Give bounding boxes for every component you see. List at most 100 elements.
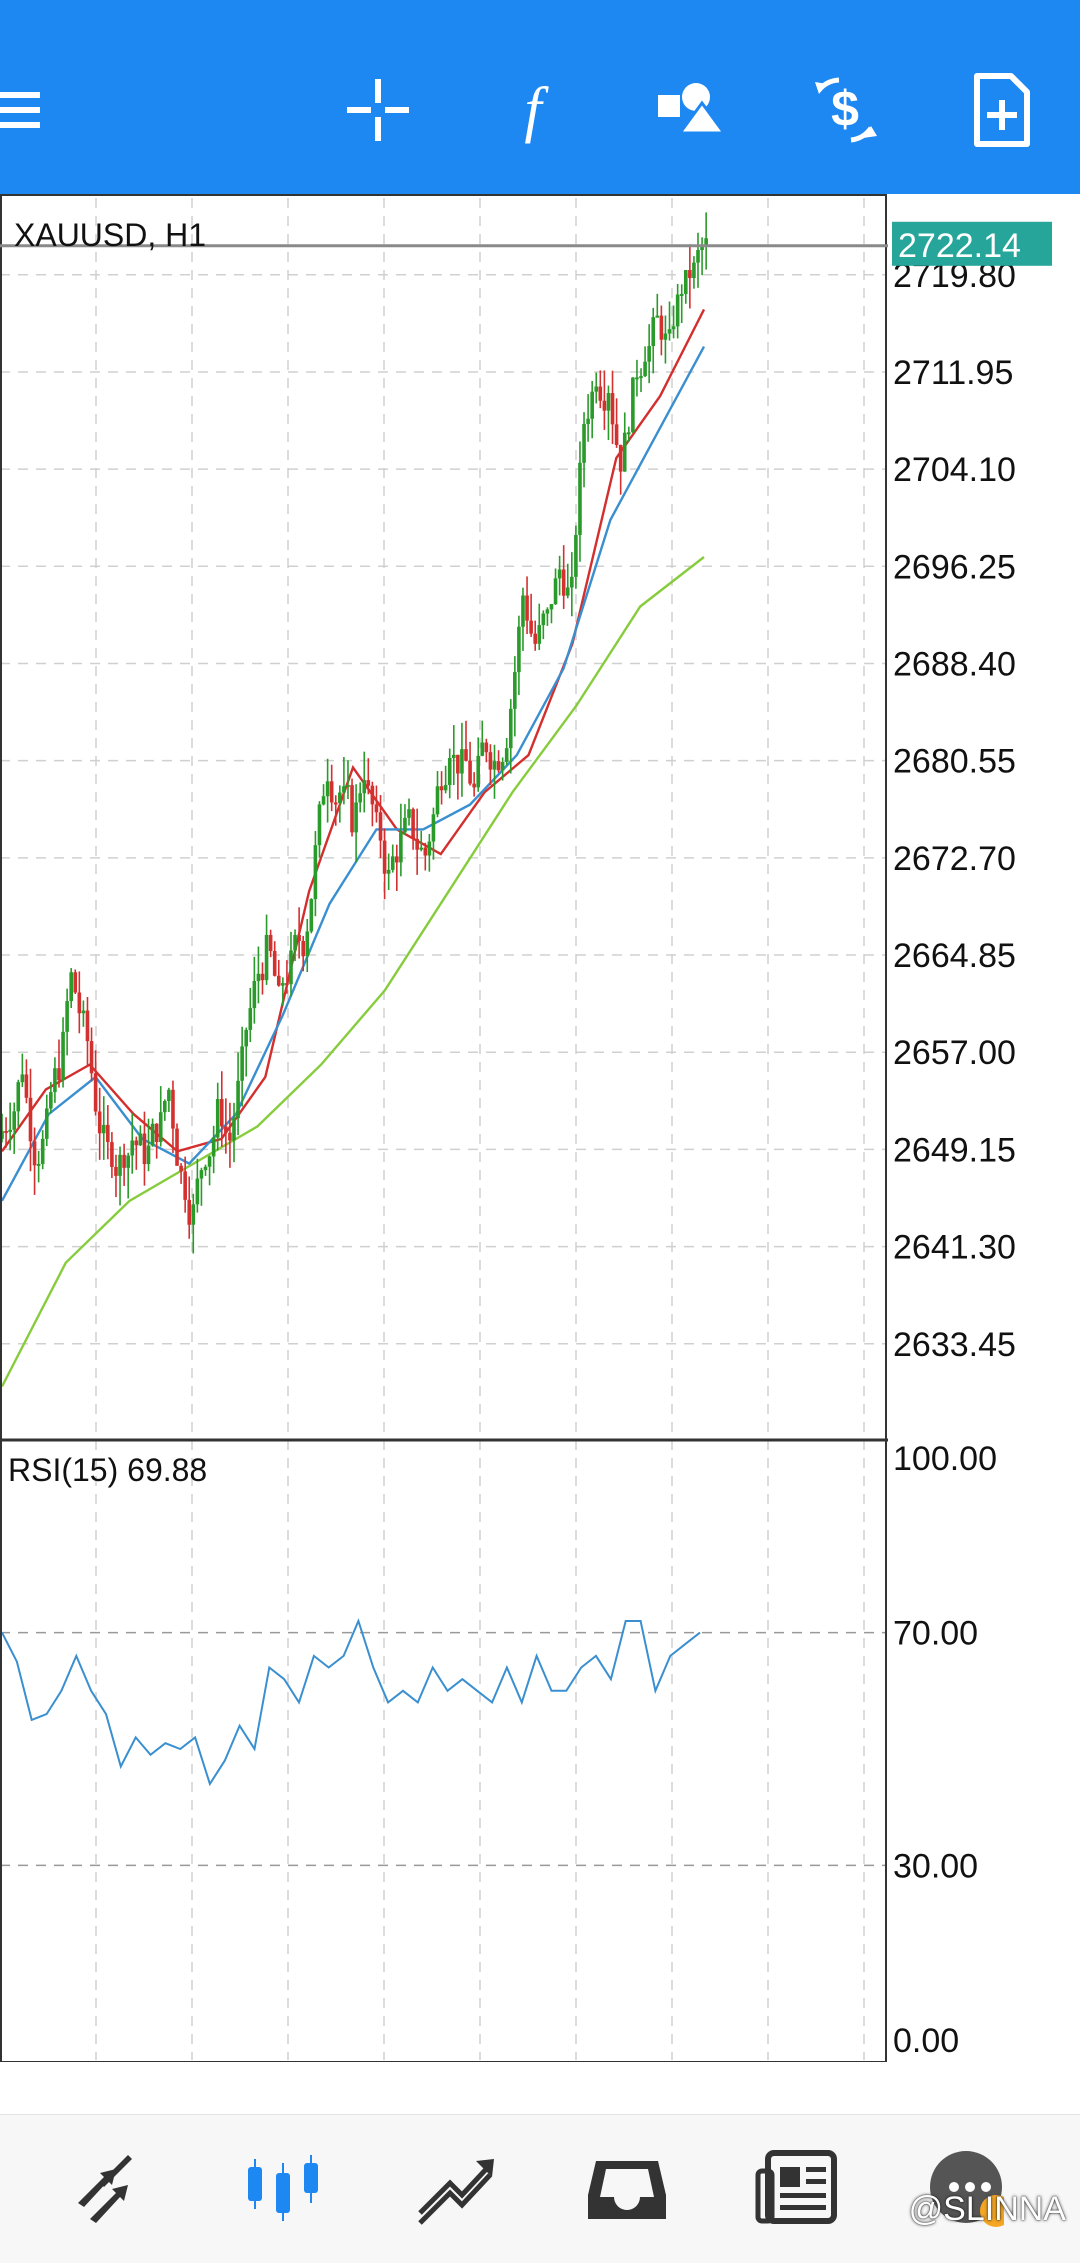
candle-body bbox=[309, 899, 314, 932]
candle-body bbox=[683, 270, 688, 294]
candle-body bbox=[606, 393, 611, 411]
candle-body bbox=[464, 749, 468, 761]
price-tick-label: 2633.45 bbox=[893, 1326, 1016, 1364]
candle-body bbox=[614, 424, 619, 446]
candle-body bbox=[163, 1100, 167, 1113]
candle-body bbox=[431, 814, 436, 842]
candle-body bbox=[378, 812, 383, 841]
menu-icon[interactable] bbox=[0, 60, 70, 160]
candle-body bbox=[386, 869, 391, 874]
price-tick-label: 2657.00 bbox=[893, 1034, 1016, 1072]
price-tick-label: 2664.85 bbox=[893, 937, 1016, 975]
candle-body bbox=[655, 315, 660, 318]
candle-body bbox=[582, 424, 586, 463]
candle-body bbox=[146, 1145, 151, 1165]
candle-body bbox=[130, 1140, 135, 1156]
candle-body bbox=[199, 1170, 204, 1179]
price-badge-text: 2722.14 bbox=[898, 227, 1021, 265]
candle-body bbox=[586, 418, 590, 425]
candle-body bbox=[256, 973, 261, 982]
candle-body bbox=[293, 934, 297, 951]
candle-body bbox=[561, 569, 566, 596]
candle-body bbox=[187, 1199, 192, 1225]
candle-body bbox=[122, 1154, 126, 1168]
candle-body bbox=[85, 1010, 90, 1042]
candle-body bbox=[476, 755, 481, 788]
candle-body bbox=[350, 785, 354, 833]
candle-body bbox=[590, 391, 594, 419]
candle-body bbox=[32, 1141, 37, 1166]
candle-body bbox=[134, 1140, 139, 1146]
rsi-panel-frame bbox=[0, 1439, 887, 2062]
candle-body bbox=[427, 841, 432, 856]
candle-body bbox=[635, 377, 639, 380]
news-icon[interactable] bbox=[744, 2137, 854, 2237]
bottom-nav: @SLINNA bbox=[0, 2114, 1080, 2263]
candle-body bbox=[517, 626, 521, 673]
candle-body bbox=[594, 386, 599, 392]
candle-body bbox=[44, 1108, 49, 1139]
candle-body bbox=[97, 1111, 102, 1134]
candle-body bbox=[602, 400, 607, 411]
rsi-tick-label: 70.00 bbox=[893, 1615, 978, 1653]
candle-body bbox=[8, 1129, 12, 1133]
candle-body bbox=[179, 1165, 183, 1172]
candle-body bbox=[16, 1082, 21, 1112]
new-document-icon[interactable] bbox=[952, 60, 1052, 160]
candle-body bbox=[549, 604, 554, 610]
quotes-icon[interactable] bbox=[55, 2137, 165, 2237]
rsi-axis: 100.00 70.00 30.00 0.00 bbox=[893, 1440, 997, 2060]
moving-average-line bbox=[0, 556, 705, 1388]
candle-body bbox=[659, 315, 664, 340]
price-chart[interactable]: 2719.802711.952704.102696.252688.402680.… bbox=[0, 194, 1080, 2062]
candle-body bbox=[118, 1154, 122, 1176]
candle-body bbox=[460, 749, 464, 774]
candle-body bbox=[142, 1133, 147, 1165]
rsi-line bbox=[1, 1618, 701, 1787]
chart-icon[interactable] bbox=[228, 2137, 338, 2237]
candle-body bbox=[488, 752, 493, 770]
candle-body bbox=[40, 1138, 45, 1164]
history-icon[interactable] bbox=[572, 2137, 682, 2237]
candle-body bbox=[631, 377, 635, 433]
candle-body bbox=[106, 1124, 110, 1143]
candle-body bbox=[565, 587, 570, 596]
candle-body bbox=[317, 804, 322, 846]
candle-body bbox=[362, 780, 367, 794]
candle-body bbox=[643, 361, 647, 377]
candle-body bbox=[610, 393, 615, 425]
candle-body bbox=[73, 972, 78, 993]
trade-icon[interactable]: $ bbox=[795, 60, 895, 160]
moving-averages bbox=[0, 308, 706, 1388]
messages-icon[interactable] bbox=[904, 2137, 1014, 2237]
objects-icon[interactable] bbox=[640, 60, 740, 160]
candle-body bbox=[525, 595, 529, 621]
candle-body bbox=[285, 983, 289, 986]
candle-body bbox=[537, 625, 542, 644]
candle-body bbox=[675, 294, 680, 327]
candle-body bbox=[268, 934, 273, 951]
candle-body bbox=[61, 1031, 65, 1081]
candle-body bbox=[211, 1137, 216, 1157]
candle-body bbox=[679, 293, 684, 296]
current-price-badge: 2722.14 bbox=[892, 221, 1052, 266]
crosshair-icon[interactable] bbox=[328, 60, 428, 160]
candle-body bbox=[700, 246, 704, 251]
candle-body bbox=[472, 783, 476, 788]
candle-body bbox=[447, 758, 452, 785]
price-tick-label: 2704.10 bbox=[893, 451, 1016, 489]
price-tick-label: 2641.30 bbox=[893, 1229, 1016, 1267]
candle-body bbox=[305, 931, 310, 957]
candle-body bbox=[484, 742, 489, 753]
candle-body bbox=[415, 838, 419, 850]
candle-body bbox=[395, 856, 399, 863]
price-tick-label: 2680.55 bbox=[893, 743, 1016, 781]
price-axis: 2719.802711.952704.102696.252688.402680.… bbox=[893, 257, 1016, 1364]
candle-body bbox=[276, 975, 281, 986]
candle-body bbox=[622, 432, 627, 472]
candle-body bbox=[342, 786, 346, 793]
candle-body bbox=[36, 1163, 41, 1166]
function-icon[interactable]: f bbox=[483, 60, 583, 160]
candle-body bbox=[578, 462, 582, 535]
trade-icon[interactable] bbox=[400, 2137, 510, 2237]
